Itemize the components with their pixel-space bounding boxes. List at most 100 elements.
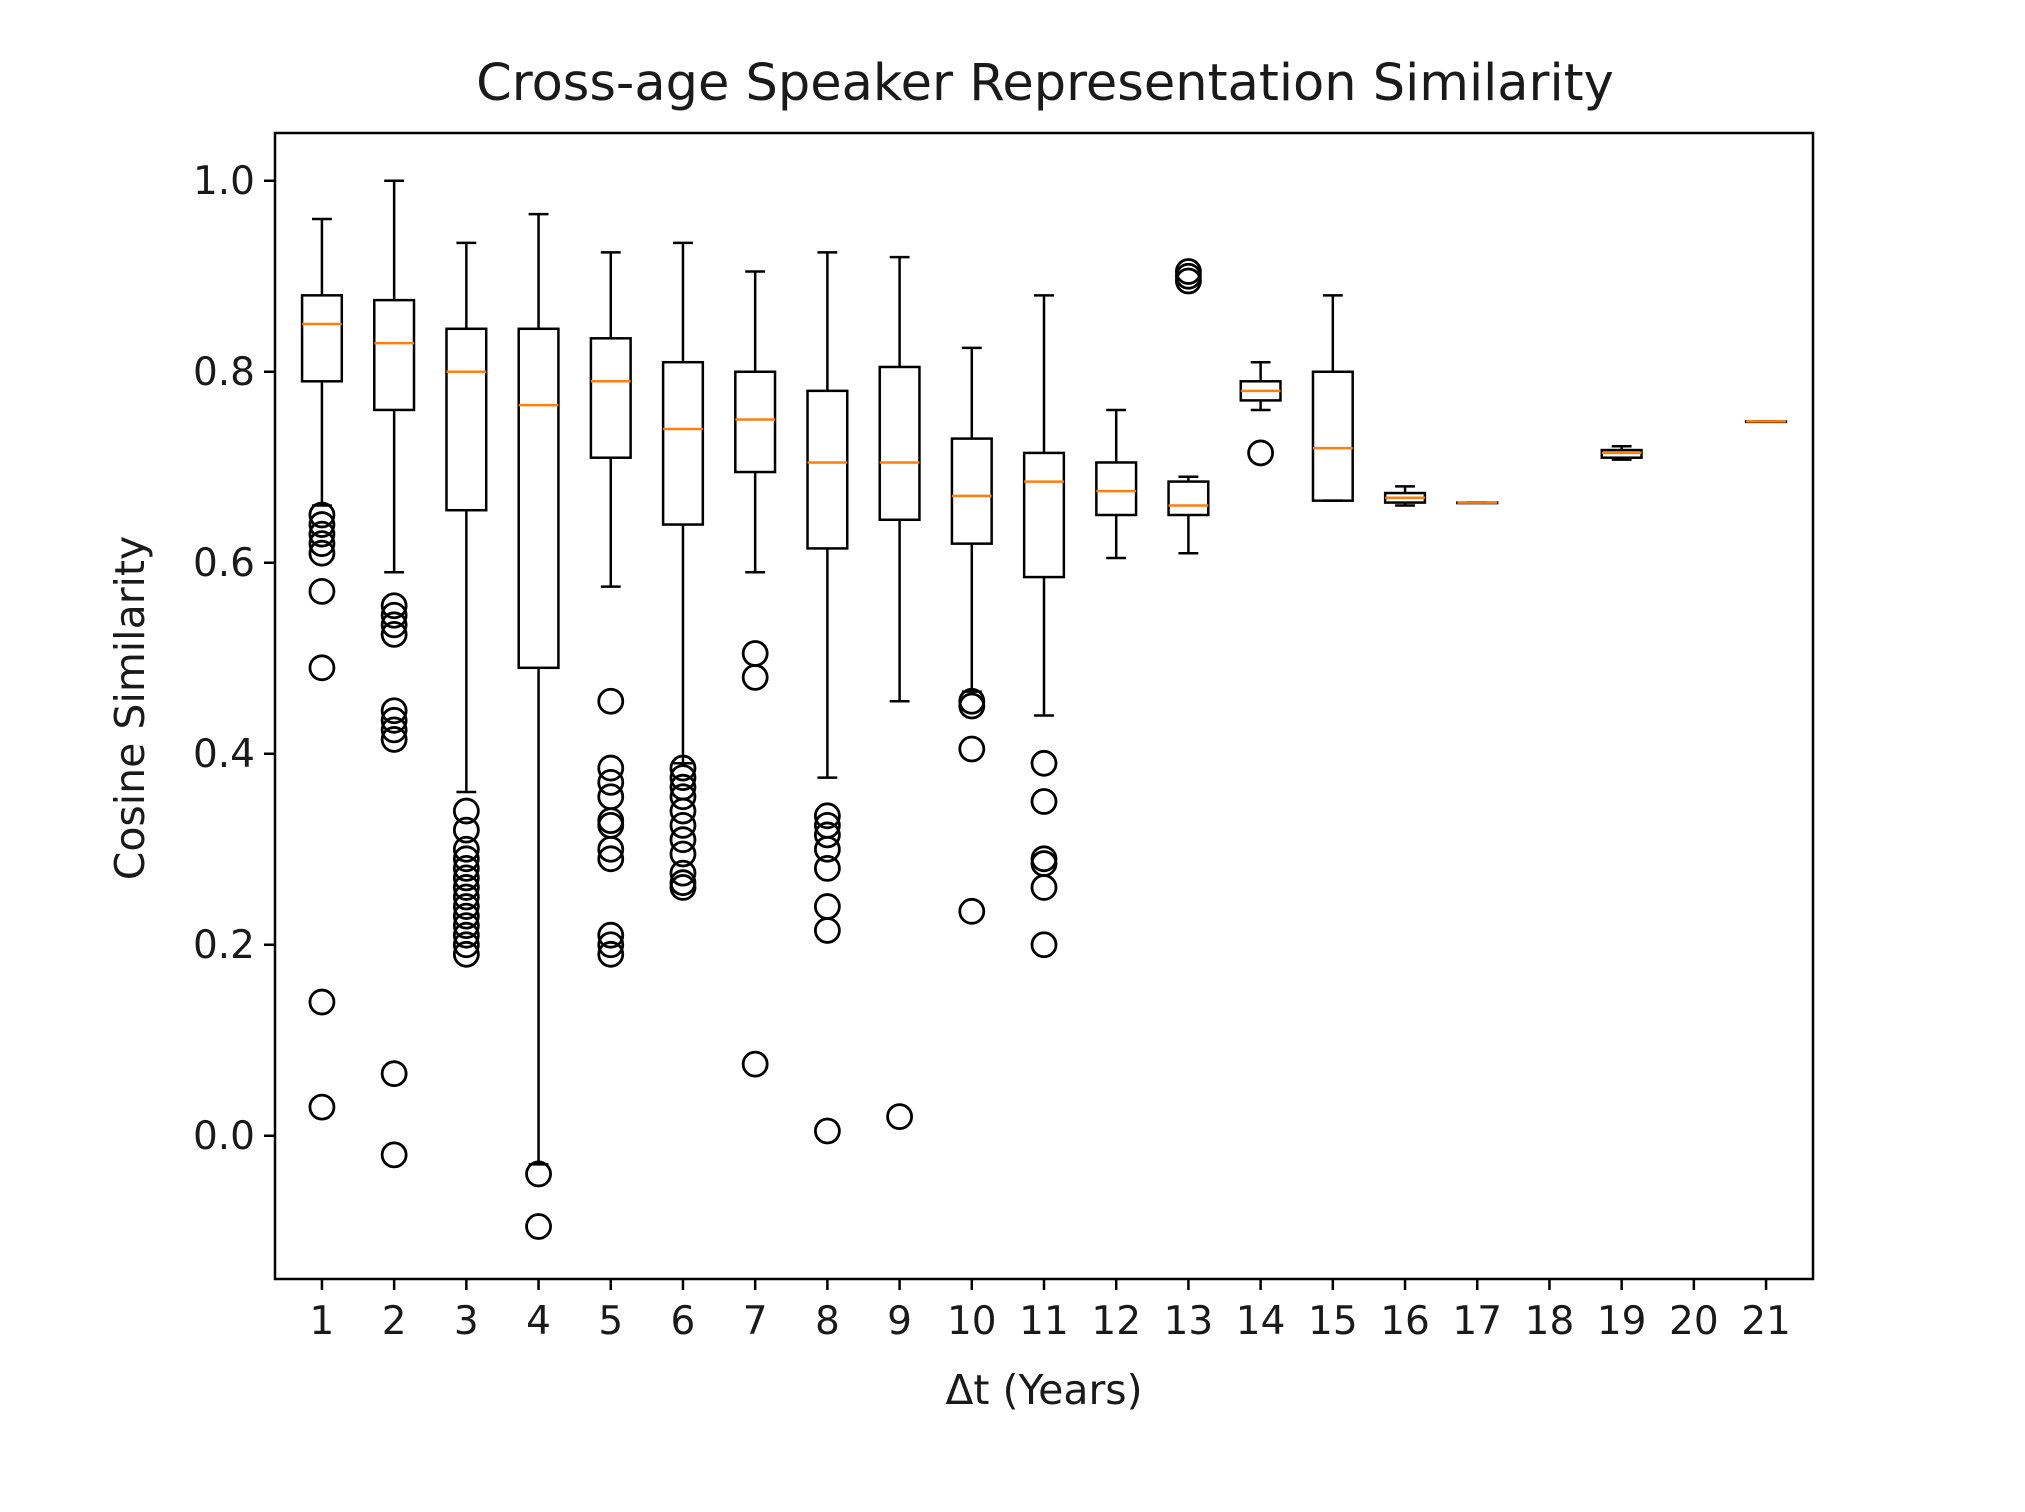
outlier-point <box>308 501 336 529</box>
outlier-point <box>380 726 408 753</box>
box-17 <box>1456 501 1499 505</box>
outlier-point <box>597 754 625 782</box>
outlier-point <box>452 883 480 911</box>
box-14 <box>1239 360 1282 467</box>
x-tick-label: 12 <box>1091 1299 1141 1344</box>
y-tick-label: 0.0 <box>193 1114 255 1159</box>
outlier-point <box>1030 874 1058 901</box>
outlier-point <box>669 764 697 792</box>
outlier-point <box>452 845 480 873</box>
x-tick-label: 7 <box>743 1299 768 1344</box>
outlier-point <box>308 1093 336 1121</box>
box-10 <box>950 346 993 925</box>
x-tick-label: 2 <box>382 1299 407 1344</box>
outlier-point <box>380 716 408 744</box>
outlier-point <box>669 754 697 782</box>
outlier-point <box>308 654 336 682</box>
outlier-point <box>452 940 480 968</box>
box-iqr <box>300 294 344 383</box>
outlier-point <box>380 601 408 629</box>
box-iqr <box>661 360 705 526</box>
y-tick-label: 0.2 <box>193 923 255 968</box>
x-tick-label: 4 <box>526 1299 551 1344</box>
outlier-point <box>669 840 697 868</box>
outlier-point <box>452 797 480 825</box>
box-iqr <box>445 327 488 512</box>
outlier-point <box>525 1213 552 1240</box>
chart-title: Cross-age Speaker Representation Similar… <box>476 54 1614 113</box>
outlier-point <box>308 520 336 548</box>
outlier-point <box>958 897 986 925</box>
outlier-point <box>380 1060 408 1088</box>
outlier-point <box>452 874 480 901</box>
x-tick-label: 5 <box>598 1299 623 1344</box>
box-4 <box>517 212 560 1240</box>
outlier-point <box>452 893 480 920</box>
box-7 <box>734 270 777 1078</box>
x-tick-label: 13 <box>1164 1299 1214 1344</box>
box-iqr <box>1022 451 1066 579</box>
outlier-point <box>380 592 408 620</box>
x-tick-label: 1 <box>310 1299 335 1344</box>
outlier-point <box>597 687 625 715</box>
outlier-point <box>308 530 336 558</box>
box-9 <box>878 255 921 1131</box>
box-iqr <box>806 389 849 550</box>
y-tick-label: 0.8 <box>193 350 255 395</box>
outlier-point <box>669 783 697 811</box>
y-tick-label: 0.6 <box>193 541 255 586</box>
x-axis-label: Δt (Years) <box>945 1366 1142 1414</box>
box-21 <box>1744 420 1788 424</box>
outlier-point <box>741 1050 769 1078</box>
x-tick-label: 10 <box>947 1299 997 1344</box>
box-iqr <box>517 327 560 670</box>
outlier-point <box>669 797 697 825</box>
outlier-point <box>669 811 697 839</box>
outlier-point <box>597 940 625 968</box>
box-8 <box>806 251 849 1145</box>
x-tick-label: 20 <box>1669 1299 1719 1344</box>
x-tick-label: 3 <box>454 1299 479 1344</box>
box-iqr <box>734 370 777 474</box>
box-13 <box>1167 258 1210 555</box>
outlier-point <box>452 921 480 949</box>
outlier-point <box>380 620 408 648</box>
outlier-point <box>813 835 841 863</box>
box-16 <box>1383 485 1427 507</box>
outlier-point <box>669 859 697 887</box>
outlier-point <box>452 864 480 892</box>
box-5 <box>589 251 632 968</box>
outlier-point <box>452 931 480 959</box>
outlier-point <box>1030 749 1058 777</box>
box-iqr <box>1167 480 1210 517</box>
y-axis: 0.0 0.2 0.4 0.6 0.8 1.0 <box>193 159 275 1159</box>
box-iqr <box>878 365 921 522</box>
outlier-point <box>380 697 408 725</box>
x-tick-label: 6 <box>671 1299 696 1344</box>
outlier-point <box>380 706 408 734</box>
outlier-point <box>452 902 480 930</box>
x-axis: 1 2 3 4 5 6 7 8 9 10 11 12 13 14 15 16 17 18 19 20 21 <box>310 1279 1791 1344</box>
outlier-point <box>597 921 625 949</box>
outlier-point <box>669 826 697 854</box>
x-tick-label: 14 <box>1236 1299 1286 1344</box>
box-11 <box>1022 294 1066 959</box>
outlier-point <box>1175 267 1202 295</box>
y-tick-label: 1.0 <box>193 159 255 204</box>
outlier-point <box>452 912 480 940</box>
outlier-point <box>741 663 769 691</box>
outlier-point <box>1030 931 1058 959</box>
outlier-point <box>452 835 480 863</box>
x-tick-label: 9 <box>887 1299 912 1344</box>
box-iqr <box>1311 370 1354 502</box>
outlier-point <box>813 1117 841 1145</box>
outlier-point <box>452 854 480 882</box>
box-iqr <box>950 437 993 545</box>
x-tick-label: 18 <box>1525 1299 1575 1344</box>
box-2 <box>373 179 416 1169</box>
outlier-point <box>308 539 336 567</box>
outlier-point <box>597 835 625 863</box>
outlier-point <box>958 692 986 720</box>
